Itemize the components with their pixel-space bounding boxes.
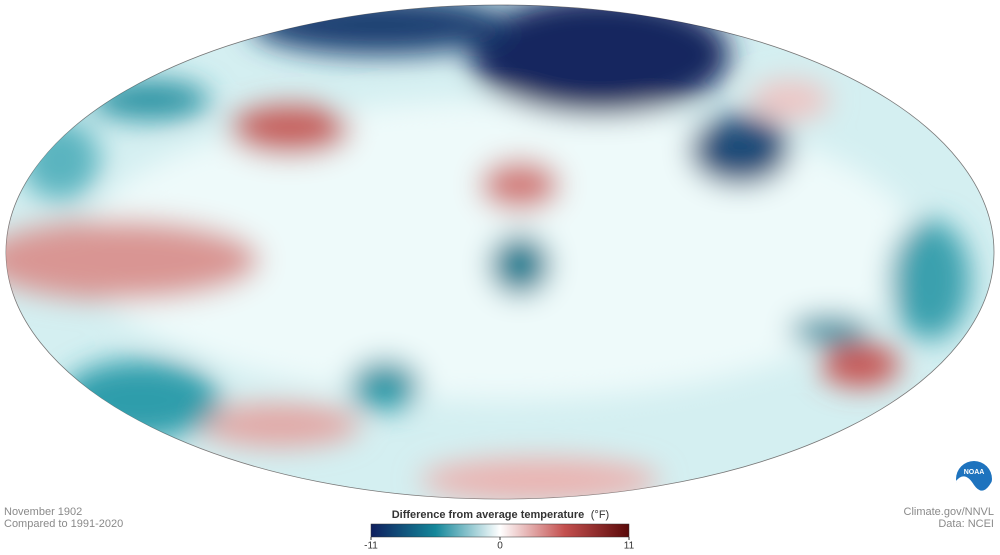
legend-title: Difference from average temperature bbox=[392, 509, 585, 521]
map-baseline: Compared to 1991-2020 bbox=[4, 518, 123, 530]
world-map bbox=[5, 4, 995, 500]
legend-unit: (°F) bbox=[591, 509, 609, 521]
credit-source: Climate.gov/NNVL bbox=[904, 506, 994, 518]
map-date: November 1902 bbox=[4, 506, 82, 518]
scale-tick-label: 0 bbox=[497, 541, 503, 552]
credit-data: Data: NCEI bbox=[938, 518, 994, 530]
anomaly-field bbox=[6, 5, 970, 499]
logo-text: NOAA bbox=[964, 469, 985, 476]
scale-tick-label: 11 bbox=[624, 541, 635, 552]
scale-tick-label: -11 bbox=[364, 541, 378, 552]
color-scale bbox=[370, 523, 630, 538]
noaa-logo: NOAA bbox=[956, 461, 992, 499]
